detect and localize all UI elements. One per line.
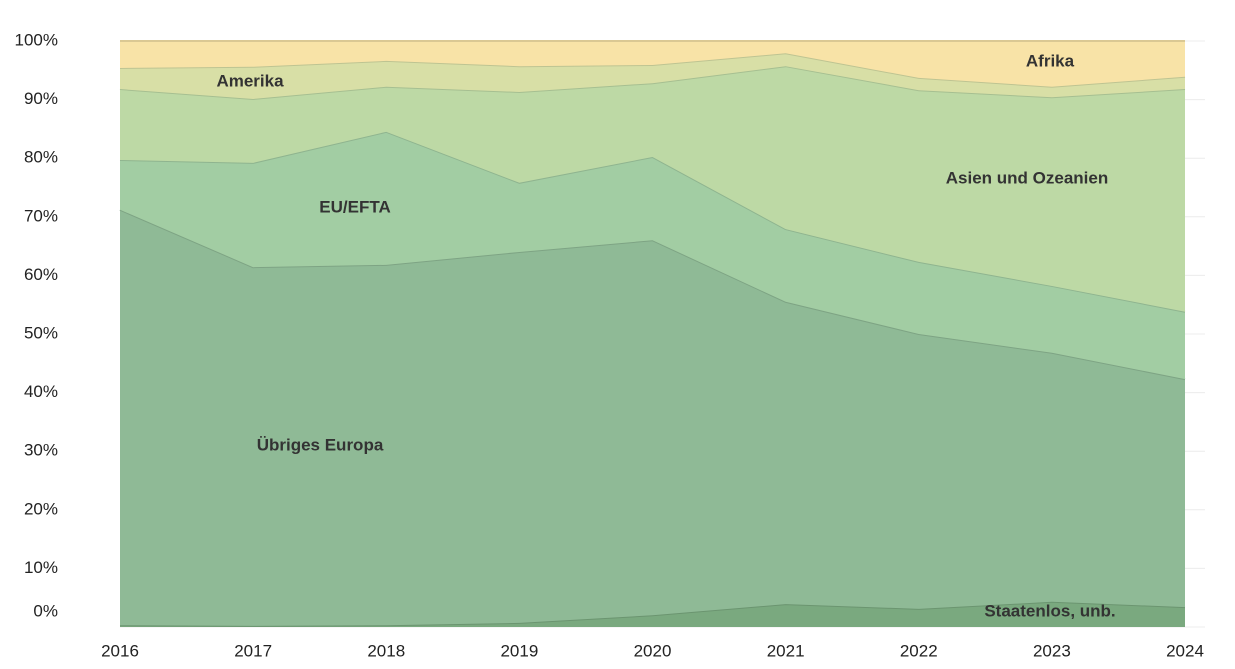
- y-tick-label: 100%: [15, 30, 58, 49]
- x-tick-label: 2023: [1033, 641, 1071, 660]
- x-tick-label: 2019: [500, 641, 538, 660]
- x-tick-label: 2022: [900, 641, 938, 660]
- series-label: Staatenlos, unb.: [984, 601, 1115, 620]
- y-tick-label: 90%: [24, 89, 58, 108]
- area: [120, 209, 1185, 626]
- area: [120, 66, 1185, 312]
- x-tick-label: 2016: [101, 641, 139, 660]
- y-tick-label: 60%: [24, 265, 58, 284]
- series-label: Amerika: [216, 71, 284, 90]
- y-tick-label: 40%: [24, 382, 58, 401]
- x-tick-label: 2017: [234, 641, 272, 660]
- area: [120, 601, 1185, 627]
- series-label: EU/EFTA: [319, 197, 390, 216]
- y-tick-label: 10%: [24, 558, 58, 577]
- y-tick-label: 0%: [33, 601, 58, 620]
- x-tick-label: 2018: [367, 641, 405, 660]
- area: [120, 41, 1185, 87]
- series-label: Asien und Ozeanien: [946, 168, 1108, 187]
- y-tick-label: 70%: [24, 206, 58, 225]
- y-tick-label: 20%: [24, 499, 58, 518]
- y-tick-label: 80%: [24, 148, 58, 167]
- x-tick-label: 2021: [767, 641, 805, 660]
- x-tick-label: 2024: [1166, 641, 1204, 660]
- y-tick-label: 30%: [24, 441, 58, 460]
- area: [120, 131, 1185, 380]
- series-label: Übriges Europa: [257, 435, 384, 454]
- series-label: Afrika: [1026, 51, 1075, 70]
- y-tick-label: 50%: [24, 323, 58, 342]
- area: [120, 53, 1185, 100]
- x-tick-label: 2020: [634, 641, 672, 660]
